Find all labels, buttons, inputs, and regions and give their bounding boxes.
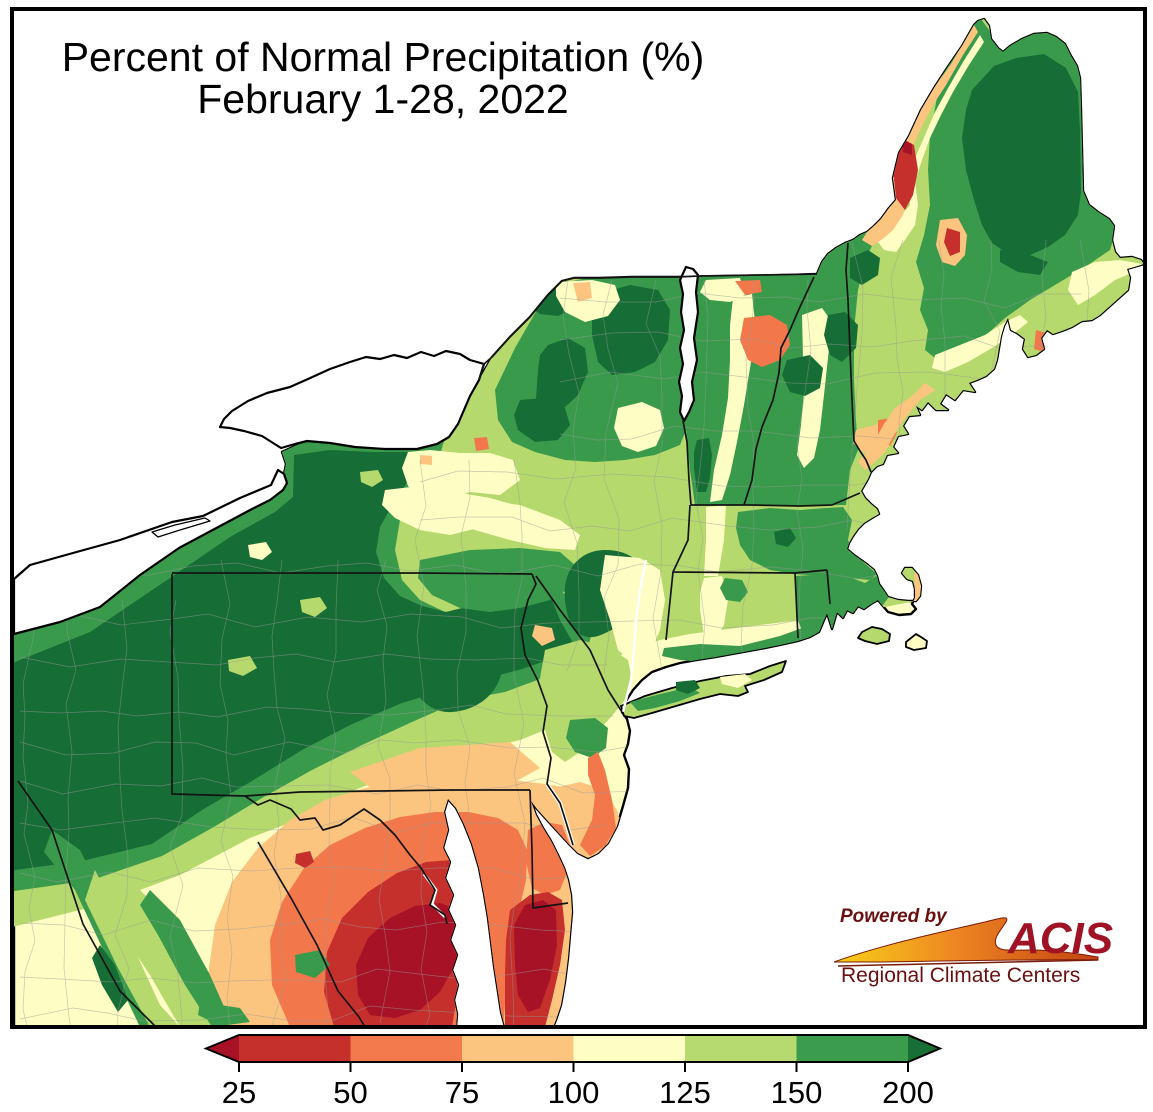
svg-text:200: 200	[882, 1075, 934, 1110]
svg-text:ACIS: ACIS	[1007, 914, 1113, 963]
svg-text:75: 75	[445, 1075, 479, 1110]
svg-text:Powered by: Powered by	[840, 906, 948, 927]
svg-text:Percent of Normal Precipitatio: Percent of Normal Precipitation (%)	[62, 34, 705, 80]
svg-text:February 1-28, 2022: February 1-28, 2022	[197, 76, 569, 122]
svg-text:150: 150	[771, 1075, 823, 1110]
svg-text:Regional Climate Centers: Regional Climate Centers	[841, 964, 1080, 987]
svg-text:50: 50	[333, 1075, 367, 1110]
svg-text:100: 100	[548, 1075, 600, 1110]
svg-text:25: 25	[222, 1075, 256, 1110]
svg-text:125: 125	[659, 1075, 711, 1110]
